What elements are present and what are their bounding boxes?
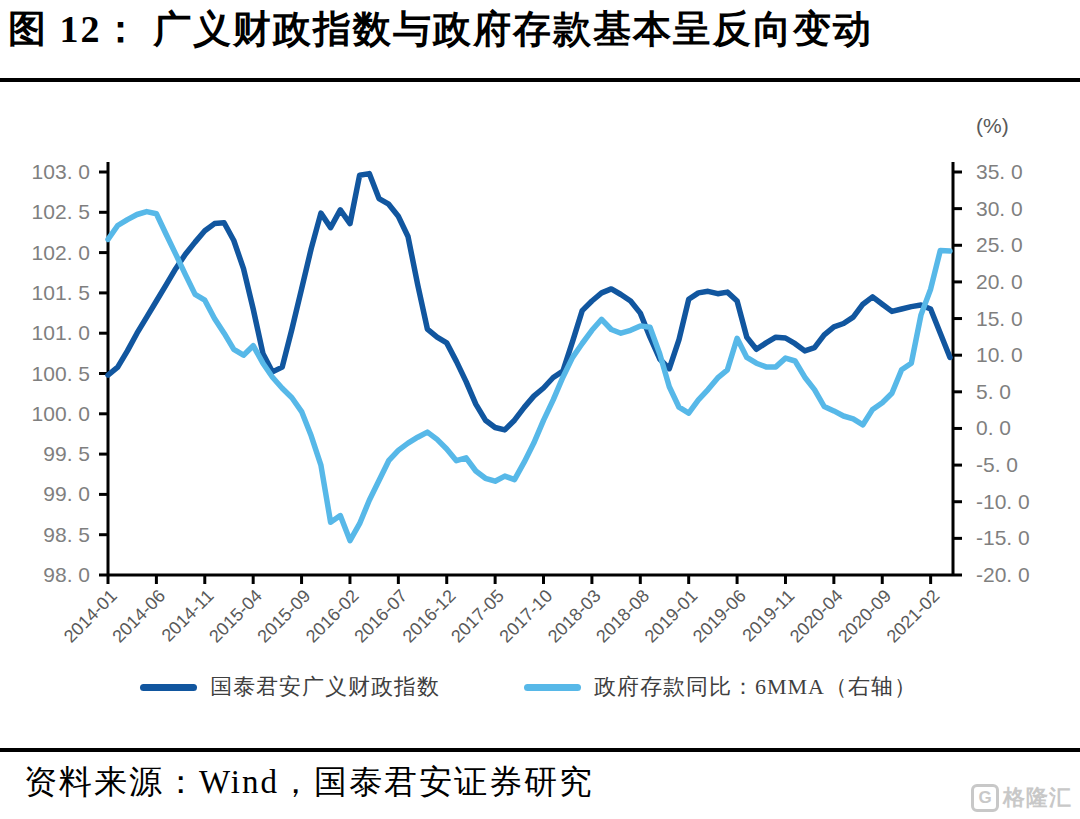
right-axis-tick-label: 30. 0 — [976, 197, 1023, 220]
legend-item-gov-deposits: 政府存款同比：6MMA（右轴） — [524, 670, 917, 704]
x-axis-tick-label: 2015-04 — [205, 586, 266, 647]
left-axis-tick-label: 103. 0 — [32, 160, 90, 183]
legend-label: 国泰君安广义财政指数 — [210, 672, 440, 702]
right-axis-tick-label: -5. 0 — [976, 453, 1018, 476]
left-axis-tick-label: 99. 5 — [43, 442, 90, 465]
right-axis-tick-label: 35. 0 — [976, 160, 1023, 183]
x-axis-tick-label: 2018-03 — [544, 586, 605, 647]
right-axis-tick-label: 10. 0 — [976, 343, 1023, 366]
x-axis-tick-label: 2016-02 — [302, 586, 363, 647]
right-axis-tick-label: 20. 0 — [976, 270, 1023, 293]
gov-deposits-line-swatch — [524, 684, 581, 691]
left-axis-tick-label: 98. 0 — [43, 563, 90, 586]
legend-item-fiscal-index: 国泰君安广义财政指数 — [140, 670, 440, 704]
x-axis-tick-label: 2019-06 — [689, 586, 750, 647]
left-axis-tick-label: 100. 0 — [32, 402, 90, 425]
right-axis-unit-label: (%) — [976, 114, 1009, 137]
figure-page: 图 12： 广义财政指数与政府存款基本呈反向变动 103. 0102. 5102… — [0, 0, 1080, 819]
right-axis-tick-label: -10. 0 — [976, 490, 1030, 513]
x-axis-tick-label: 2017-05 — [447, 586, 508, 647]
left-axis-tick-label: 101. 5 — [32, 281, 90, 304]
x-axis-tick-label: 2016-07 — [350, 586, 411, 647]
x-axis-tick-label: 2018-08 — [592, 586, 653, 647]
x-axis-tick-label: 2014-06 — [108, 586, 169, 647]
legend-label: 政府存款同比：6MMA（右轴） — [594, 672, 917, 702]
gov-deposits-line — [108, 212, 950, 541]
left-axis-tick-label: 102. 0 — [32, 241, 90, 264]
source-note: 资料来源：Wind，国泰君安证券研究 — [24, 760, 594, 805]
x-axis-tick-label: 2020-09 — [834, 586, 895, 647]
x-axis-tick-label: 2014-01 — [60, 586, 121, 647]
x-axis-tick-label: 2020-04 — [786, 586, 847, 647]
fiscal-index-line-swatch — [140, 684, 197, 691]
x-axis-tick-label: 2021-02 — [883, 586, 944, 647]
gelonghui-logo-text: 格隆汇 — [1003, 783, 1072, 813]
left-axis-tick-label: 102. 5 — [32, 200, 90, 223]
left-axis-tick-label: 100. 5 — [32, 362, 90, 385]
right-axis-tick-label: 15. 0 — [976, 307, 1023, 330]
x-axis-tick-label: 2019-01 — [641, 586, 702, 647]
chart-legend: 国泰君安广义财政指数 政府存款同比：6MMA（右轴） — [0, 670, 1080, 704]
right-axis-tick-label: 0. 0 — [976, 416, 1011, 439]
left-axis-tick-label: 101. 0 — [32, 321, 90, 344]
x-axis-tick-label: 2016-12 — [399, 586, 460, 647]
footer-divider-rule — [0, 748, 1080, 752]
right-axis-tick-label: -15. 0 — [976, 526, 1030, 549]
right-axis-tick-label: -20. 0 — [976, 563, 1030, 586]
x-axis-tick-label: 2017-10 — [495, 586, 556, 647]
fiscal-index-line — [108, 174, 950, 430]
left-axis-tick-label: 99. 0 — [43, 482, 90, 505]
right-axis-tick-label: 25. 0 — [976, 233, 1023, 256]
x-axis-tick-label: 2015-09 — [254, 586, 315, 647]
right-axis-tick-label: 5. 0 — [976, 380, 1011, 403]
gelonghui-watermark: G 格隆汇 — [971, 783, 1072, 813]
gelonghui-logo-icon: G — [971, 784, 999, 812]
left-axis-tick-label: 98. 5 — [43, 523, 90, 546]
